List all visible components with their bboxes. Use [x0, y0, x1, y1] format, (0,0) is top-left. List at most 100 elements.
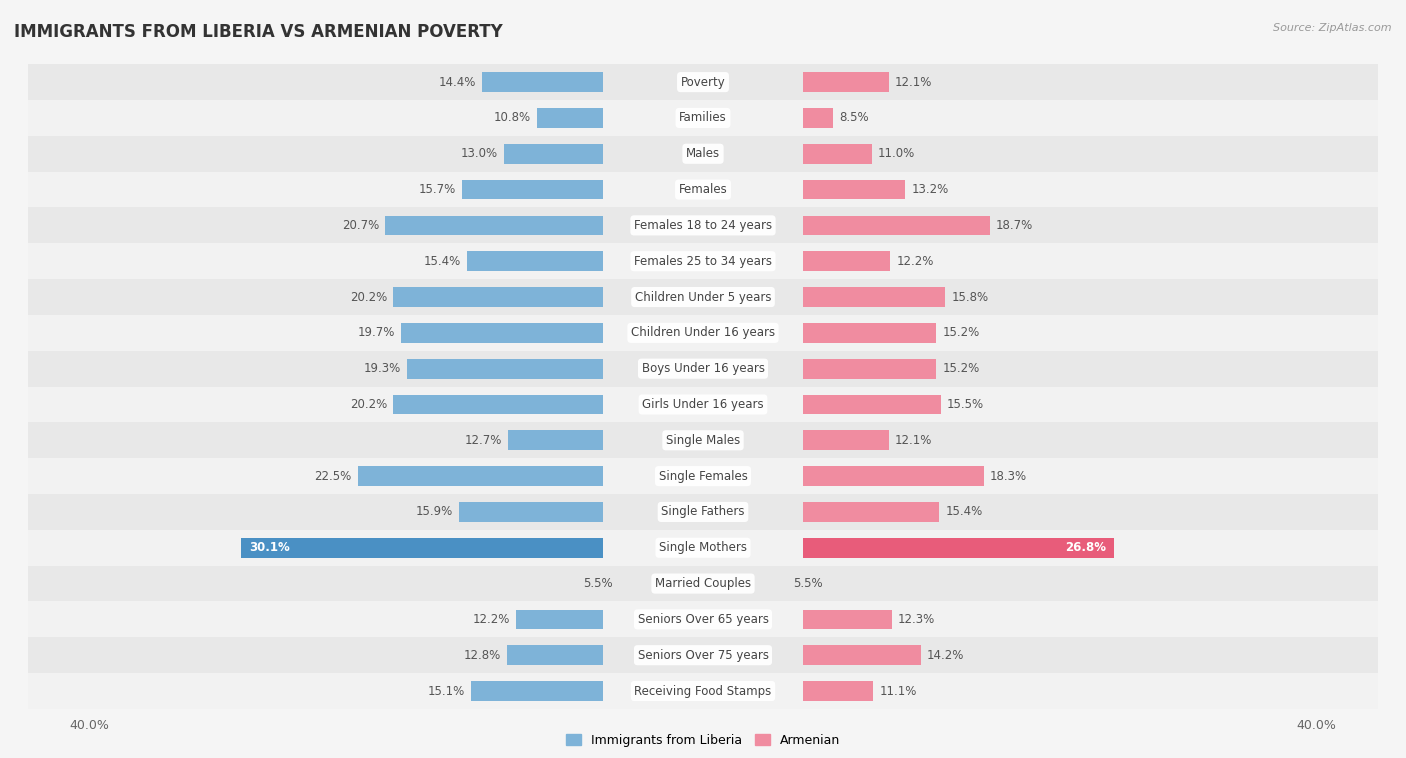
Text: 18.3%: 18.3% [990, 470, 1026, 483]
Bar [242, 538, 603, 558]
Text: Girls Under 16 years: Girls Under 16 years [643, 398, 763, 411]
Text: 22.5%: 22.5% [315, 470, 352, 483]
Text: Seniors Over 75 years: Seniors Over 75 years [637, 649, 769, 662]
Text: 20.2%: 20.2% [350, 290, 387, 303]
Bar [803, 252, 890, 271]
Text: 12.2%: 12.2% [896, 255, 934, 268]
Text: 12.7%: 12.7% [465, 434, 502, 446]
Bar [803, 215, 990, 235]
Text: Single Mothers: Single Mothers [659, 541, 747, 554]
Bar [28, 351, 1378, 387]
Text: 13.2%: 13.2% [911, 183, 949, 196]
Text: 12.1%: 12.1% [894, 76, 932, 89]
Bar [506, 645, 603, 665]
Bar [406, 359, 603, 378]
Text: 15.7%: 15.7% [419, 183, 456, 196]
Bar [28, 279, 1378, 315]
Bar [803, 538, 1114, 558]
Bar [803, 466, 984, 486]
Text: 26.8%: 26.8% [1066, 541, 1107, 554]
Text: 5.5%: 5.5% [583, 577, 613, 590]
Text: 19.3%: 19.3% [364, 362, 401, 375]
Bar [471, 681, 603, 701]
Text: Source: ZipAtlas.com: Source: ZipAtlas.com [1274, 23, 1392, 33]
Text: Boys Under 16 years: Boys Under 16 years [641, 362, 765, 375]
Text: 30.1%: 30.1% [249, 541, 290, 554]
Bar [803, 681, 873, 701]
Text: Seniors Over 65 years: Seniors Over 65 years [637, 613, 769, 626]
Bar [803, 323, 936, 343]
Text: 15.4%: 15.4% [423, 255, 461, 268]
Text: 14.2%: 14.2% [927, 649, 965, 662]
Bar [28, 565, 1378, 602]
Text: 12.3%: 12.3% [898, 613, 935, 626]
Text: 15.2%: 15.2% [942, 362, 980, 375]
Bar [28, 530, 1378, 565]
Text: 12.1%: 12.1% [894, 434, 932, 446]
Bar [28, 459, 1378, 494]
Bar [28, 315, 1378, 351]
Text: 12.2%: 12.2% [472, 613, 510, 626]
Text: 13.0%: 13.0% [460, 147, 498, 160]
Bar [28, 602, 1378, 637]
Text: Females: Females [679, 183, 727, 196]
Bar [803, 645, 921, 665]
Text: Single Fathers: Single Fathers [661, 506, 745, 518]
Bar [803, 359, 936, 378]
Bar [28, 387, 1378, 422]
Text: 20.2%: 20.2% [350, 398, 387, 411]
Bar [537, 108, 603, 128]
Text: Married Couples: Married Couples [655, 577, 751, 590]
Text: Females 18 to 24 years: Females 18 to 24 years [634, 219, 772, 232]
Bar [359, 466, 603, 486]
Text: Poverty: Poverty [681, 76, 725, 89]
Bar [803, 502, 939, 522]
Text: 8.5%: 8.5% [839, 111, 869, 124]
Bar [394, 287, 603, 307]
Text: Males: Males [686, 147, 720, 160]
Text: 15.5%: 15.5% [946, 398, 984, 411]
Text: 11.1%: 11.1% [879, 684, 917, 697]
Text: 15.9%: 15.9% [416, 506, 453, 518]
Bar [385, 215, 603, 235]
Bar [503, 144, 603, 164]
Bar [460, 502, 603, 522]
Text: IMMIGRANTS FROM LIBERIA VS ARMENIAN POVERTY: IMMIGRANTS FROM LIBERIA VS ARMENIAN POVE… [14, 23, 503, 41]
Bar [803, 287, 945, 307]
Bar [28, 171, 1378, 208]
Text: 12.8%: 12.8% [464, 649, 501, 662]
Bar [28, 422, 1378, 459]
Text: 15.4%: 15.4% [945, 506, 983, 518]
Bar [482, 72, 603, 92]
Text: 15.1%: 15.1% [427, 684, 465, 697]
Text: 11.0%: 11.0% [877, 147, 915, 160]
Bar [508, 431, 603, 450]
Bar [28, 243, 1378, 279]
Text: Females 25 to 34 years: Females 25 to 34 years [634, 255, 772, 268]
Bar [803, 180, 905, 199]
Bar [28, 494, 1378, 530]
Bar [803, 108, 834, 128]
Bar [803, 72, 889, 92]
Text: 14.4%: 14.4% [439, 76, 477, 89]
Bar [28, 64, 1378, 100]
Text: 20.7%: 20.7% [342, 219, 380, 232]
Text: Families: Families [679, 111, 727, 124]
Text: 15.2%: 15.2% [942, 327, 980, 340]
Bar [803, 144, 872, 164]
Bar [463, 180, 603, 199]
Text: 19.7%: 19.7% [357, 327, 395, 340]
Bar [28, 637, 1378, 673]
Bar [803, 431, 889, 450]
Text: Receiving Food Stamps: Receiving Food Stamps [634, 684, 772, 697]
Text: Children Under 5 years: Children Under 5 years [634, 290, 772, 303]
Bar [28, 673, 1378, 709]
Bar [401, 323, 603, 343]
Text: 18.7%: 18.7% [995, 219, 1033, 232]
Bar [803, 609, 891, 629]
Bar [28, 208, 1378, 243]
Text: 5.5%: 5.5% [793, 577, 823, 590]
Legend: Immigrants from Liberia, Armenian: Immigrants from Liberia, Armenian [561, 729, 845, 752]
Bar [28, 136, 1378, 171]
Bar [28, 100, 1378, 136]
